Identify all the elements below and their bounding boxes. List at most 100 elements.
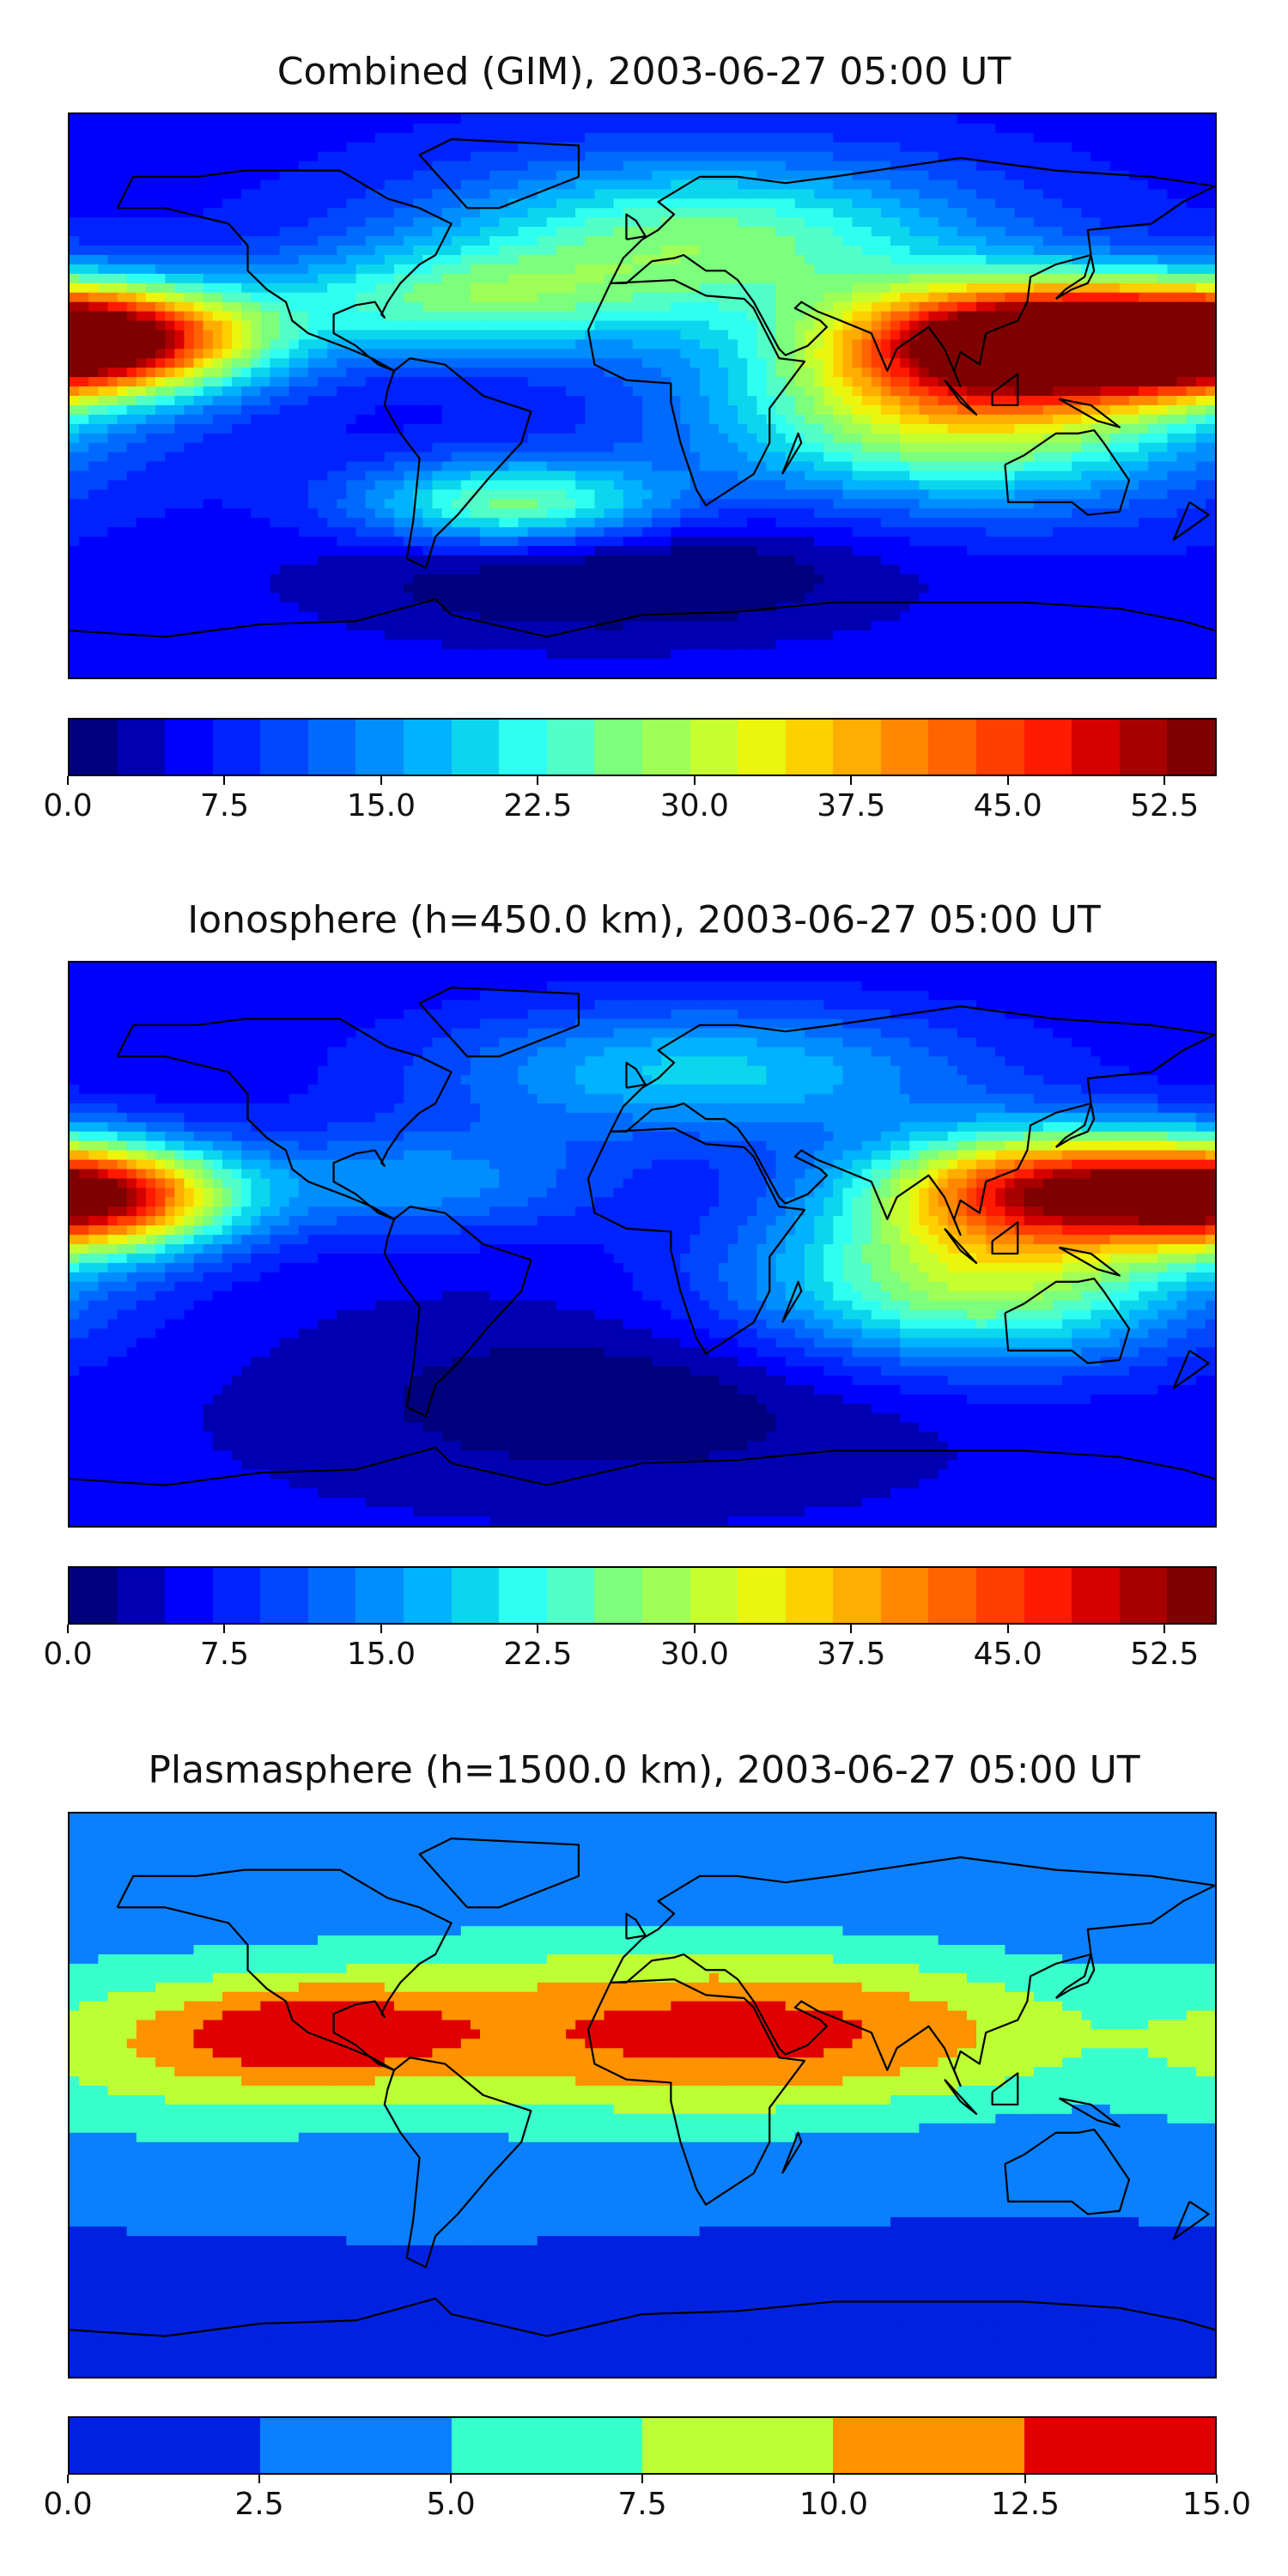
- field-cell: [1005, 283, 1016, 294]
- field-cell: [365, 292, 376, 303]
- field-cell: [1109, 132, 1121, 143]
- field-cell: [1205, 404, 1215, 416]
- field-cell: [136, 489, 147, 500]
- field-cell: [585, 170, 595, 181]
- field-cell: [1033, 396, 1044, 406]
- field-cell: [441, 255, 453, 265]
- field-cell: [919, 358, 930, 368]
- field-cell: [1157, 132, 1168, 143]
- field-cell: [1176, 283, 1188, 294]
- field-cell: [890, 142, 901, 153]
- field-cell: [699, 368, 710, 378]
- field-cell: [1062, 292, 1072, 303]
- field-cell: [1053, 339, 1063, 349]
- field-cell: [260, 189, 271, 199]
- field-cell: [947, 404, 958, 416]
- field-cell: [661, 414, 671, 425]
- field-cell: [708, 283, 720, 294]
- field-cell: [919, 301, 930, 313]
- field-cell: [1014, 189, 1025, 199]
- field-cell: [747, 452, 757, 463]
- field-cell: [756, 264, 768, 275]
- field-cell: [1100, 396, 1111, 406]
- field-cell: [1014, 320, 1025, 331]
- field-cell: [756, 170, 768, 181]
- field-cell: [184, 255, 195, 265]
- field-cell: [279, 330, 290, 340]
- field-cell: [203, 217, 214, 228]
- field-cell: [1005, 320, 1016, 331]
- field-cell: [1024, 179, 1035, 191]
- field-cell: [880, 227, 891, 237]
- field-cell: [107, 489, 118, 500]
- field-cell: [136, 330, 147, 340]
- field-cell: [98, 404, 109, 416]
- field-cell: [613, 217, 624, 228]
- field-cell: [98, 246, 109, 256]
- field-cell: [1005, 246, 1016, 256]
- field-cell: [871, 151, 882, 162]
- field-cell: [193, 227, 204, 237]
- field-cell: [184, 189, 195, 199]
- field-cell: [318, 142, 328, 153]
- field-cell: [747, 217, 757, 228]
- field-cell: [537, 236, 548, 246]
- field-cell: [880, 123, 891, 134]
- field-cell: [203, 377, 214, 387]
- field-cell: [231, 151, 242, 162]
- field-cell: [976, 396, 987, 406]
- field-cell: [1042, 452, 1054, 463]
- field-cell: [70, 433, 80, 444]
- field-cell: [566, 264, 576, 275]
- field-cell: [833, 471, 844, 481]
- field-cell: [623, 423, 634, 434]
- field-cell: [270, 396, 281, 406]
- field-cell: [1167, 273, 1178, 284]
- field-cell: [241, 255, 252, 265]
- field-cell: [995, 489, 1005, 500]
- field-cell: [355, 123, 367, 134]
- field-cell: [738, 142, 748, 153]
- field-cell: [1081, 208, 1092, 218]
- field-cell: [499, 189, 509, 199]
- field-cell: [241, 301, 252, 313]
- field-cell: [938, 414, 949, 425]
- field-cell: [699, 330, 710, 340]
- field-cell: [842, 414, 854, 425]
- field-cell: [289, 301, 300, 313]
- field-cell: [1176, 386, 1188, 397]
- field-cell: [1100, 292, 1111, 303]
- field-cell: [460, 217, 471, 228]
- field-cell: [680, 461, 691, 472]
- field-cell: [404, 311, 414, 322]
- field-cell: [79, 499, 89, 509]
- field-cell: [966, 179, 977, 191]
- field-cell: [1119, 480, 1130, 490]
- field-cell: [1167, 368, 1178, 378]
- field-cell: [642, 311, 653, 322]
- field-cell: [957, 283, 968, 294]
- field-cell: [823, 283, 834, 294]
- field-cell: [480, 179, 490, 191]
- field-cell: [1176, 414, 1188, 425]
- field-cell: [594, 208, 605, 218]
- field-cell: [231, 377, 242, 387]
- field-cell: [1176, 161, 1188, 172]
- field-cell: [231, 264, 242, 275]
- field-cell: [126, 442, 137, 453]
- field-cell: [814, 170, 824, 181]
- field-cell: [861, 198, 872, 209]
- field-cell: [1005, 179, 1016, 191]
- field-cell: [718, 452, 729, 463]
- field-cell: [432, 442, 443, 453]
- field-cell: [814, 151, 824, 162]
- field-cell: [1005, 255, 1016, 265]
- field-cell: [212, 264, 223, 275]
- field-cell: [231, 198, 242, 209]
- field-cell: [1081, 396, 1092, 406]
- field-cell: [165, 377, 175, 387]
- field-cell: [393, 179, 404, 191]
- field-cell: [1167, 161, 1178, 172]
- field-cell: [756, 236, 768, 246]
- field-cell: [1176, 132, 1188, 143]
